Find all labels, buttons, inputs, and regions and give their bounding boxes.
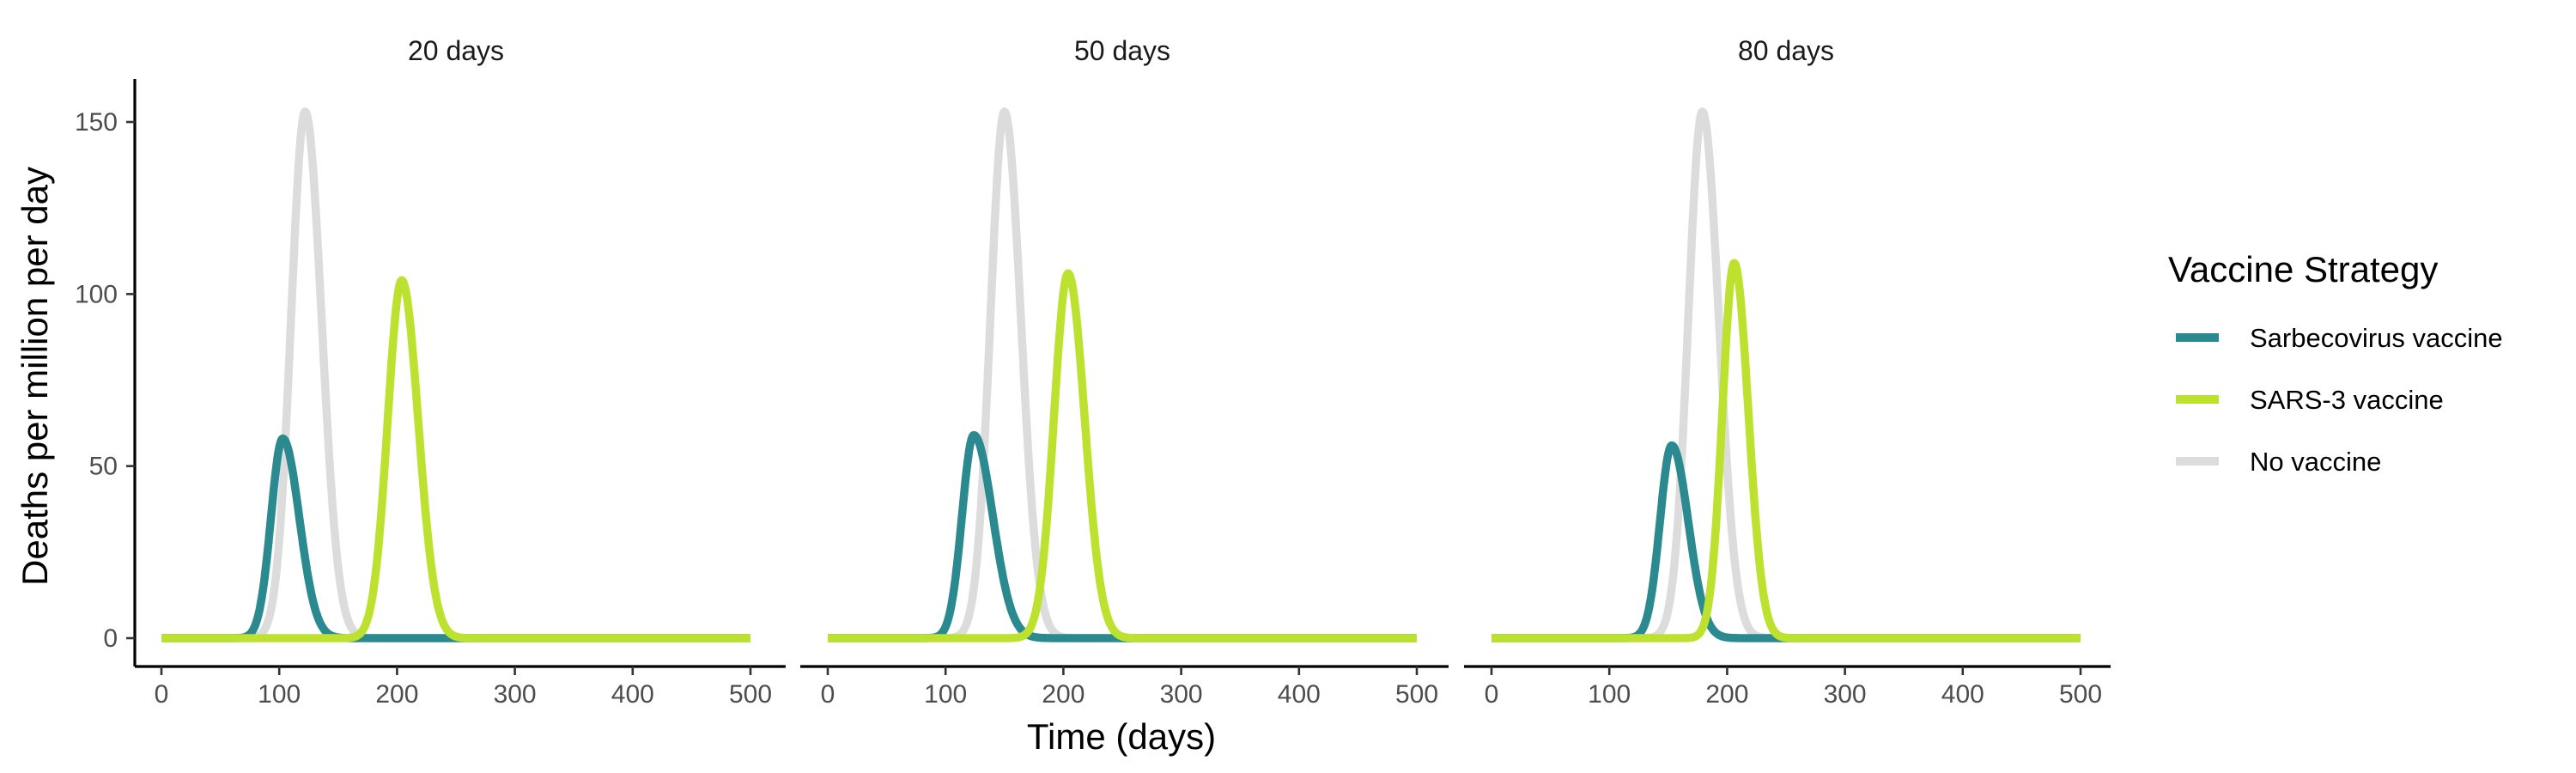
x-tick-label: 100 bbox=[258, 680, 301, 709]
series-line-no-vaccine bbox=[1492, 112, 2081, 638]
x-tick-label: 0 bbox=[1485, 680, 1499, 709]
series-line-sars-3-vaccine bbox=[828, 273, 1417, 638]
series-line-no-vaccine bbox=[161, 112, 750, 638]
x-tick-label: 500 bbox=[1395, 680, 1438, 709]
x-tick-label: 500 bbox=[2059, 680, 2102, 709]
series-line-sarbecovirus-vaccine bbox=[828, 435, 1417, 638]
x-tick-label: 200 bbox=[1042, 680, 1084, 709]
y-tick-label: 100 bbox=[75, 280, 118, 308]
x-axis-title: Time (days) bbox=[1027, 716, 1216, 757]
x-tick-label: 300 bbox=[1824, 680, 1867, 709]
x-tick-label: 0 bbox=[155, 680, 169, 709]
x-tick-label: 0 bbox=[821, 680, 835, 709]
y-axis-title: Deaths per million per day bbox=[15, 167, 55, 586]
panel-2: 50 days 0 100 200 300 400 500 bbox=[800, 35, 1449, 709]
series-line-sars-3-vaccine bbox=[1492, 263, 2081, 638]
series-line-sars-3-vaccine bbox=[161, 280, 750, 638]
x-tick-label: 300 bbox=[494, 680, 537, 709]
chart-panels: 20 days 0 100 200 300 400 500 0 50 100 150 50 days 0… bbox=[75, 35, 2111, 709]
legend-title: Vaccine Strategy bbox=[2168, 249, 2438, 289]
legend-label-sars3: SARS-3 vaccine bbox=[2250, 385, 2444, 415]
panel-title: 20 days bbox=[408, 35, 504, 66]
series-line-no-vaccine bbox=[828, 112, 1417, 638]
x-tick-label: 100 bbox=[1588, 680, 1631, 709]
x-tick-label: 200 bbox=[375, 680, 418, 709]
series-line-sarbecovirus-vaccine bbox=[1492, 446, 2081, 638]
panel-title: 80 days bbox=[1738, 35, 1834, 66]
y-tick-label: 150 bbox=[75, 108, 118, 137]
x-tick-label: 200 bbox=[1705, 680, 1748, 709]
series-line-sarbecovirus-vaccine bbox=[161, 439, 750, 638]
panel-1: 20 days 0 100 200 300 400 500 0 50 100 150 bbox=[75, 35, 786, 709]
legend-label-sarbecovirus: Sarbecovirus vaccine bbox=[2250, 323, 2503, 353]
x-tick-label: 400 bbox=[611, 680, 654, 709]
legend-item-sarbecovirus: Sarbecovirus vaccine bbox=[2176, 323, 2503, 353]
legend: Vaccine Strategy Sarbecovirus vaccine SA… bbox=[2168, 249, 2503, 477]
x-tick-label: 400 bbox=[1278, 680, 1321, 709]
legend-item-no-vaccine: No vaccine bbox=[2176, 447, 2381, 477]
x-tick-label: 400 bbox=[1941, 680, 1984, 709]
y-tick-label: 50 bbox=[89, 453, 118, 481]
legend-label-no-vaccine: No vaccine bbox=[2250, 447, 2381, 477]
panel-title: 50 days bbox=[1074, 35, 1170, 66]
x-tick-label: 500 bbox=[729, 680, 772, 709]
y-tick-label: 0 bbox=[103, 624, 118, 653]
x-tick-label: 100 bbox=[924, 680, 967, 709]
panel-3: 80 days 0 100 200 300 400 500 bbox=[1464, 35, 2111, 709]
x-tick-label: 300 bbox=[1160, 680, 1203, 709]
legend-item-sars3: SARS-3 vaccine bbox=[2176, 385, 2444, 415]
